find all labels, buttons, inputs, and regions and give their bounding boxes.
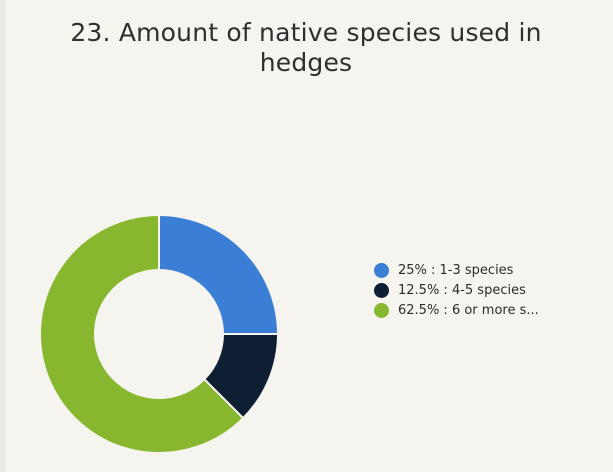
donut-chart [39,213,280,454]
legend-label-2: 12.5% : 4-5 species [398,282,526,298]
legend-item-3[interactable]: 62.5% : 6 or more s... [374,300,539,320]
chart-title-line-2: hedges [259,48,353,77]
legend-swatch-3 [374,302,389,318]
chart-title-line-1: 23. Amount of native species used in [70,18,542,47]
legend-label-1: 25% : 1-3 species [398,262,514,278]
donut-slice-1[interactable] [158,213,280,335]
chart-title: 23. Amount of native species used in hed… [6,18,606,78]
legend-label-3: 62.5% : 6 or more s... [398,302,539,318]
legend-item-2[interactable]: 12.5% : 4-5 species [374,280,539,300]
legend-swatch-2 [374,282,389,298]
legend-item-1[interactable]: 25% : 1-3 species [374,260,539,280]
legend-swatch-1 [374,262,389,278]
chart-legend: 25% : 1-3 species 12.5% : 4-5 species 62… [374,260,539,320]
donut-slice-3[interactable] [39,213,245,454]
chart-card: 23. Amount of native species used in hed… [6,0,613,472]
